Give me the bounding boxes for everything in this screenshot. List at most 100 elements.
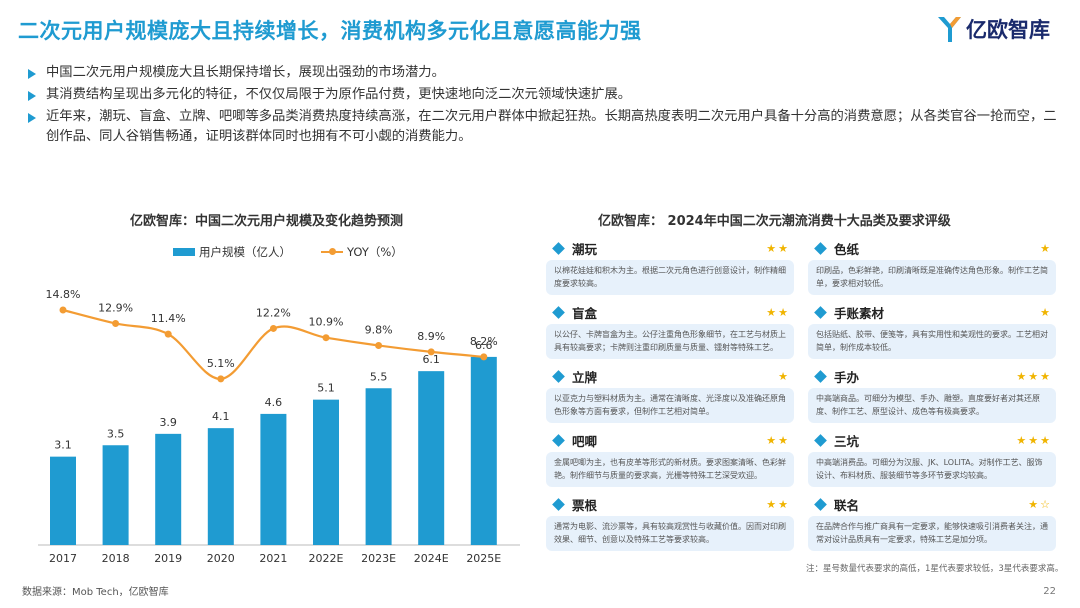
bar-value-label: 3.1 bbox=[54, 439, 72, 452]
yoy-point bbox=[269, 324, 277, 332]
bullet-item: 近年来，潮玩、盲盒、立牌、吧唧等多品类消费热度持续高涨，在二次元用户群体中掀起狂… bbox=[24, 107, 1064, 147]
yoy-label: 12.2% bbox=[256, 306, 291, 319]
data-source: 数据来源：Mob Tech，亿欧智库 bbox=[22, 587, 169, 598]
category-card: 吧唧 ★★ 金属吧唧为主，也有皮革等形式的新材质。要求图案清晰、色彩鲜艳。制作细节… bbox=[546, 428, 794, 487]
yoy-point bbox=[217, 375, 225, 383]
logo: 亿欧智库 bbox=[936, 14, 1050, 44]
category-name: 吧唧 bbox=[572, 433, 598, 449]
yoy-label: 5.1% bbox=[207, 357, 235, 370]
bar bbox=[313, 399, 339, 545]
category-card: 联名 ★☆ 在品牌合作与推广商具有一定要求，能够快速吸引消费者关注，通常对设计品质… bbox=[808, 492, 1056, 551]
legend-bar-swatch bbox=[173, 248, 195, 256]
category-card: 手账素材 ★ 包括贴纸、胶带、便笺等，具有实用性和美观性的要求。工艺相对简单，制作… bbox=[808, 300, 1056, 359]
category-desc: 在品牌合作与推广商具有一定要求，能够快速吸引消费者关注，通常对设计品质具有一定要… bbox=[808, 516, 1056, 551]
bullet-item: 其消费结构呈现出多元化的特征，不仅仅局限于为原作品付费，更快速地向泛二次元领域快… bbox=[24, 85, 1064, 105]
yoy-label: 9.8% bbox=[365, 324, 393, 337]
star-rating: ★ bbox=[1040, 241, 1052, 255]
category-card: 票根 ★★ 通常为电影、流沙票等，具有较高观赏性与收藏价值。因而对印刷效果、细节、… bbox=[546, 492, 794, 551]
yoy-label: 10.9% bbox=[309, 316, 344, 329]
yoy-point bbox=[480, 353, 488, 361]
star-rating: ★★ bbox=[766, 497, 790, 511]
yoy-line bbox=[62, 308, 484, 380]
bar-value-label: 4.1 bbox=[212, 410, 230, 423]
chart-legend: 用户规模（亿人） YOY（%） bbox=[173, 244, 403, 260]
category-desc: 印刷品，色彩鲜艳，印刷清晰既是准确传达角色形象。制作工艺简单，要求相对较低。 bbox=[808, 260, 1056, 295]
bar bbox=[260, 413, 287, 545]
category-name: 票根 bbox=[572, 497, 598, 513]
legend-line-swatch bbox=[321, 248, 343, 255]
page-title: 二次元用户规模庞大且持续增长，消费机构多元化且意愿高能力强 bbox=[18, 19, 642, 43]
bar bbox=[365, 388, 392, 545]
logo-icon bbox=[938, 17, 961, 42]
x-tick-label: 2022E bbox=[309, 552, 344, 565]
diamond-icon bbox=[552, 497, 565, 511]
diamond-icon bbox=[814, 433, 827, 447]
chart-title: 亿欧智库：中国二次元用户规模及变化趋势预测 bbox=[130, 214, 404, 229]
category-desc: 以亚克力与塑料材质为主。通常在清晰度、光泽度以及准确还原角色形象等方面有要求，但… bbox=[546, 388, 794, 423]
yoy-point bbox=[427, 348, 435, 356]
x-tick-label: 2023E bbox=[361, 552, 396, 565]
bar bbox=[155, 433, 182, 545]
bar bbox=[50, 456, 76, 545]
legend-line-label: YOY（%） bbox=[347, 245, 403, 259]
star-rating: ★ bbox=[1040, 305, 1052, 319]
logo-text: 亿欧智库 bbox=[966, 18, 1050, 42]
diamond-icon bbox=[814, 369, 827, 383]
category-desc: 以公仔、卡牌盲盒为主。公仔注重角色形象细节，在工艺与材质上具有较高要求；卡牌则注… bbox=[546, 324, 794, 359]
star-rating: ★★ bbox=[766, 305, 790, 319]
yoy-label: 14.8% bbox=[46, 288, 81, 301]
diamond-icon bbox=[814, 497, 827, 511]
legend-bar-label: 用户规模（亿人） bbox=[199, 245, 291, 259]
category-name: 色纸 bbox=[834, 241, 860, 257]
bar bbox=[207, 428, 234, 545]
x-tick-label: 2020 bbox=[207, 552, 235, 565]
bar bbox=[470, 356, 497, 545]
bar-value-label: 6.1 bbox=[422, 353, 440, 366]
star-rating: ★★ bbox=[766, 241, 790, 255]
category-card: 手办 ★★★ 中高端商品。可细分为模型、手办、雕塑。直度要好者对其还原度、制作工艺… bbox=[808, 364, 1056, 423]
category-name: 潮玩 bbox=[572, 241, 598, 257]
x-tick-label: 2019 bbox=[154, 552, 182, 565]
bar-value-label: 3.5 bbox=[107, 427, 125, 440]
star-rating: ★☆ bbox=[1028, 497, 1052, 511]
category-card: 三坑 ★★★ 中高端消费品。可细分为汉服、JK、LOLITA。对制作工艺、服饰设计… bbox=[808, 428, 1056, 487]
yoy-point bbox=[112, 319, 120, 327]
category-name: 盲盒 bbox=[572, 305, 598, 321]
bullet-item: 中国二次元用户规模庞大且长期保持增长，展现出强劲的市场潜力。 bbox=[24, 63, 1064, 83]
bar-value-label: 6.6 bbox=[475, 339, 493, 352]
category-card: 盲盒 ★★ 以公仔、卡牌盲盒为主。公仔注重角色形象细节，在工艺与材质上具有较高要求… bbox=[546, 300, 794, 359]
bar-value-label: 5.1 bbox=[317, 382, 335, 395]
bar-value-label: 5.5 bbox=[370, 370, 388, 383]
yoy-point bbox=[59, 306, 67, 314]
diamond-icon bbox=[552, 305, 565, 319]
yoy-point bbox=[375, 342, 383, 349]
yoy-point bbox=[164, 330, 172, 338]
bar bbox=[418, 371, 445, 545]
category-name: 三坑 bbox=[834, 433, 860, 449]
bullet-list: 中国二次元用户规模庞大且长期保持增长，展现出强劲的市场潜力。 其消费结构呈现出多… bbox=[24, 63, 1064, 149]
star-rating: ★ bbox=[778, 369, 790, 383]
right-panel-title: 亿欧智库： 2024年中国二次元潮流消费十大品类及要求评级 bbox=[598, 214, 951, 229]
x-tick-label: 2017 bbox=[49, 552, 77, 565]
category-name: 立牌 bbox=[572, 369, 598, 385]
x-tick-label: 2025E bbox=[466, 552, 501, 565]
diamond-icon bbox=[552, 241, 565, 255]
category-name: 手办 bbox=[834, 369, 860, 385]
category-desc: 中高端商品。可细分为模型、手办、雕塑。直度要好者对其还原度、制作工艺、原型设计、… bbox=[808, 388, 1056, 423]
category-card: 立牌 ★ 以亚克力与塑料材质为主。通常在清晰度、光泽度以及准确还原角色形象等方面有… bbox=[546, 364, 794, 423]
page-number: 22 bbox=[1043, 586, 1056, 597]
user-scale-chart: 3.1 2017 3.5 2018 3.9 2019 4.1 2020 4.6 2021 5.1 20… bbox=[38, 288, 520, 565]
diamond-icon bbox=[552, 433, 565, 447]
category-desc: 中高端消费品。可细分为汉服、JK、LOLITA。对制作工艺、服饰设计、布料材质、… bbox=[808, 452, 1056, 487]
x-tick-label: 2021 bbox=[259, 552, 287, 565]
yoy-point bbox=[322, 334, 330, 342]
yoy-label: 11.4% bbox=[151, 312, 186, 325]
category-name: 联名 bbox=[834, 497, 860, 513]
yoy-label: 12.9% bbox=[98, 301, 133, 314]
yoy-label: 8.2% bbox=[470, 335, 498, 348]
category-desc: 金属吧唧为主，也有皮革等形式的新材质。要求图案清晰、色彩鲜艳。制作细节与质量的要… bbox=[546, 452, 794, 487]
category-name: 手账素材 bbox=[834, 305, 885, 321]
category-desc: 包括贴纸、胶带、便笺等，具有实用性和美观性的要求。工艺相对简单，制作成本较低。 bbox=[808, 324, 1056, 359]
bar-value-label: 3.9 bbox=[159, 416, 177, 429]
diamond-icon bbox=[814, 305, 827, 319]
